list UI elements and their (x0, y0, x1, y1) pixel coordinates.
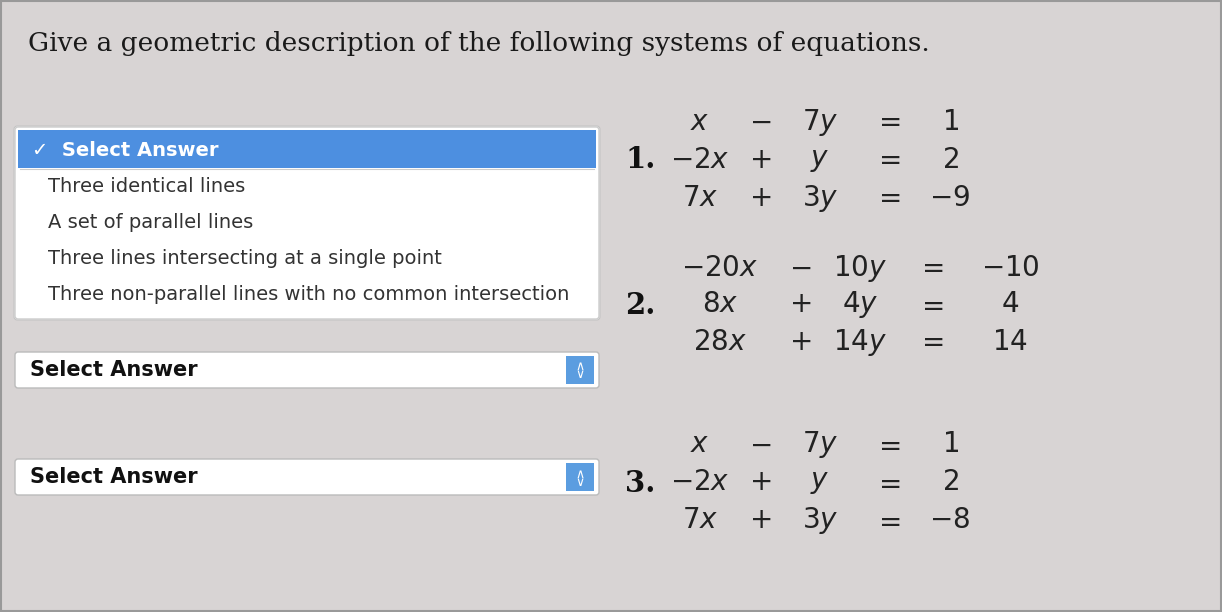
Text: $4y$: $4y$ (842, 289, 879, 321)
Text: $-$: $-$ (789, 255, 811, 282)
Text: $+$: $+$ (789, 329, 811, 356)
Text: $-8$: $-8$ (930, 507, 970, 534)
Text: $3y$: $3y$ (802, 506, 838, 537)
Text: $4$: $4$ (1001, 291, 1019, 318)
Text: $=$: $=$ (873, 108, 901, 135)
Text: $+$: $+$ (749, 507, 771, 534)
Text: $7x$: $7x$ (682, 184, 719, 212)
Text: $-20x$: $-20x$ (682, 255, 759, 282)
Text: $=$: $=$ (916, 255, 943, 282)
Text: Three lines intersecting at a single point: Three lines intersecting at a single poi… (48, 250, 442, 269)
Text: Three non-parallel lines with no common intersection: Three non-parallel lines with no common … (48, 286, 569, 305)
Text: $1$: $1$ (941, 431, 958, 458)
Text: $-$: $-$ (749, 431, 771, 458)
Text: $-2x$: $-2x$ (670, 469, 730, 496)
Text: $y$: $y$ (810, 146, 830, 173)
Text: $+$: $+$ (789, 291, 811, 318)
Text: Select Answer: Select Answer (31, 467, 198, 487)
Text: ∨: ∨ (576, 476, 584, 488)
Text: $3y$: $3y$ (802, 182, 838, 214)
Text: $14y$: $14y$ (833, 326, 887, 357)
Text: 1.: 1. (624, 146, 655, 174)
Text: $=$: $=$ (916, 329, 943, 356)
Text: Select Answer: Select Answer (31, 360, 198, 380)
Text: $-9$: $-9$ (930, 184, 970, 212)
Text: $=$: $=$ (916, 291, 943, 318)
Text: $=$: $=$ (873, 507, 901, 534)
Bar (566, 356, 594, 384)
Text: $+$: $+$ (749, 469, 771, 496)
Text: $7x$: $7x$ (682, 507, 719, 534)
Text: A set of parallel lines: A set of parallel lines (48, 214, 253, 233)
Text: $-10$: $-10$ (980, 255, 1040, 282)
FancyBboxPatch shape (15, 127, 599, 319)
Text: $+$: $+$ (749, 146, 771, 173)
Text: $=$: $=$ (873, 146, 901, 173)
Text: $7y$: $7y$ (802, 430, 838, 460)
Text: $1$: $1$ (941, 108, 958, 135)
Text: $10y$: $10y$ (833, 253, 887, 283)
Text: $y$: $y$ (810, 469, 830, 496)
Text: ∧: ∧ (576, 468, 584, 480)
Text: $-2x$: $-2x$ (670, 146, 730, 173)
Text: $2$: $2$ (942, 146, 958, 173)
Text: ∧: ∧ (576, 360, 584, 373)
Text: Give a geometric description of the following systems of equations.: Give a geometric description of the foll… (28, 31, 930, 56)
Text: $x$: $x$ (690, 431, 710, 458)
Text: $=$: $=$ (873, 184, 901, 212)
Text: $=$: $=$ (873, 431, 901, 458)
Text: $=$: $=$ (873, 469, 901, 496)
Text: $+$: $+$ (749, 184, 771, 212)
Text: $14$: $14$ (992, 329, 1028, 356)
Text: $7y$: $7y$ (802, 106, 838, 138)
Text: ∨: ∨ (576, 368, 584, 381)
Text: 2.: 2. (624, 291, 655, 319)
Text: $28x$: $28x$ (693, 329, 747, 356)
FancyBboxPatch shape (13, 126, 600, 320)
Bar (18, 130, 596, 168)
Text: 3.: 3. (624, 469, 655, 498)
Text: $8x$: $8x$ (701, 291, 738, 318)
Text: $x$: $x$ (690, 108, 710, 135)
Text: $-$: $-$ (749, 108, 771, 135)
Text: ✓  Select Answer: ✓ Select Answer (32, 141, 219, 160)
Text: Three identical lines: Three identical lines (48, 177, 246, 196)
FancyBboxPatch shape (15, 352, 599, 388)
Text: $2$: $2$ (942, 469, 958, 496)
Bar (566, 463, 594, 491)
FancyBboxPatch shape (15, 459, 599, 495)
